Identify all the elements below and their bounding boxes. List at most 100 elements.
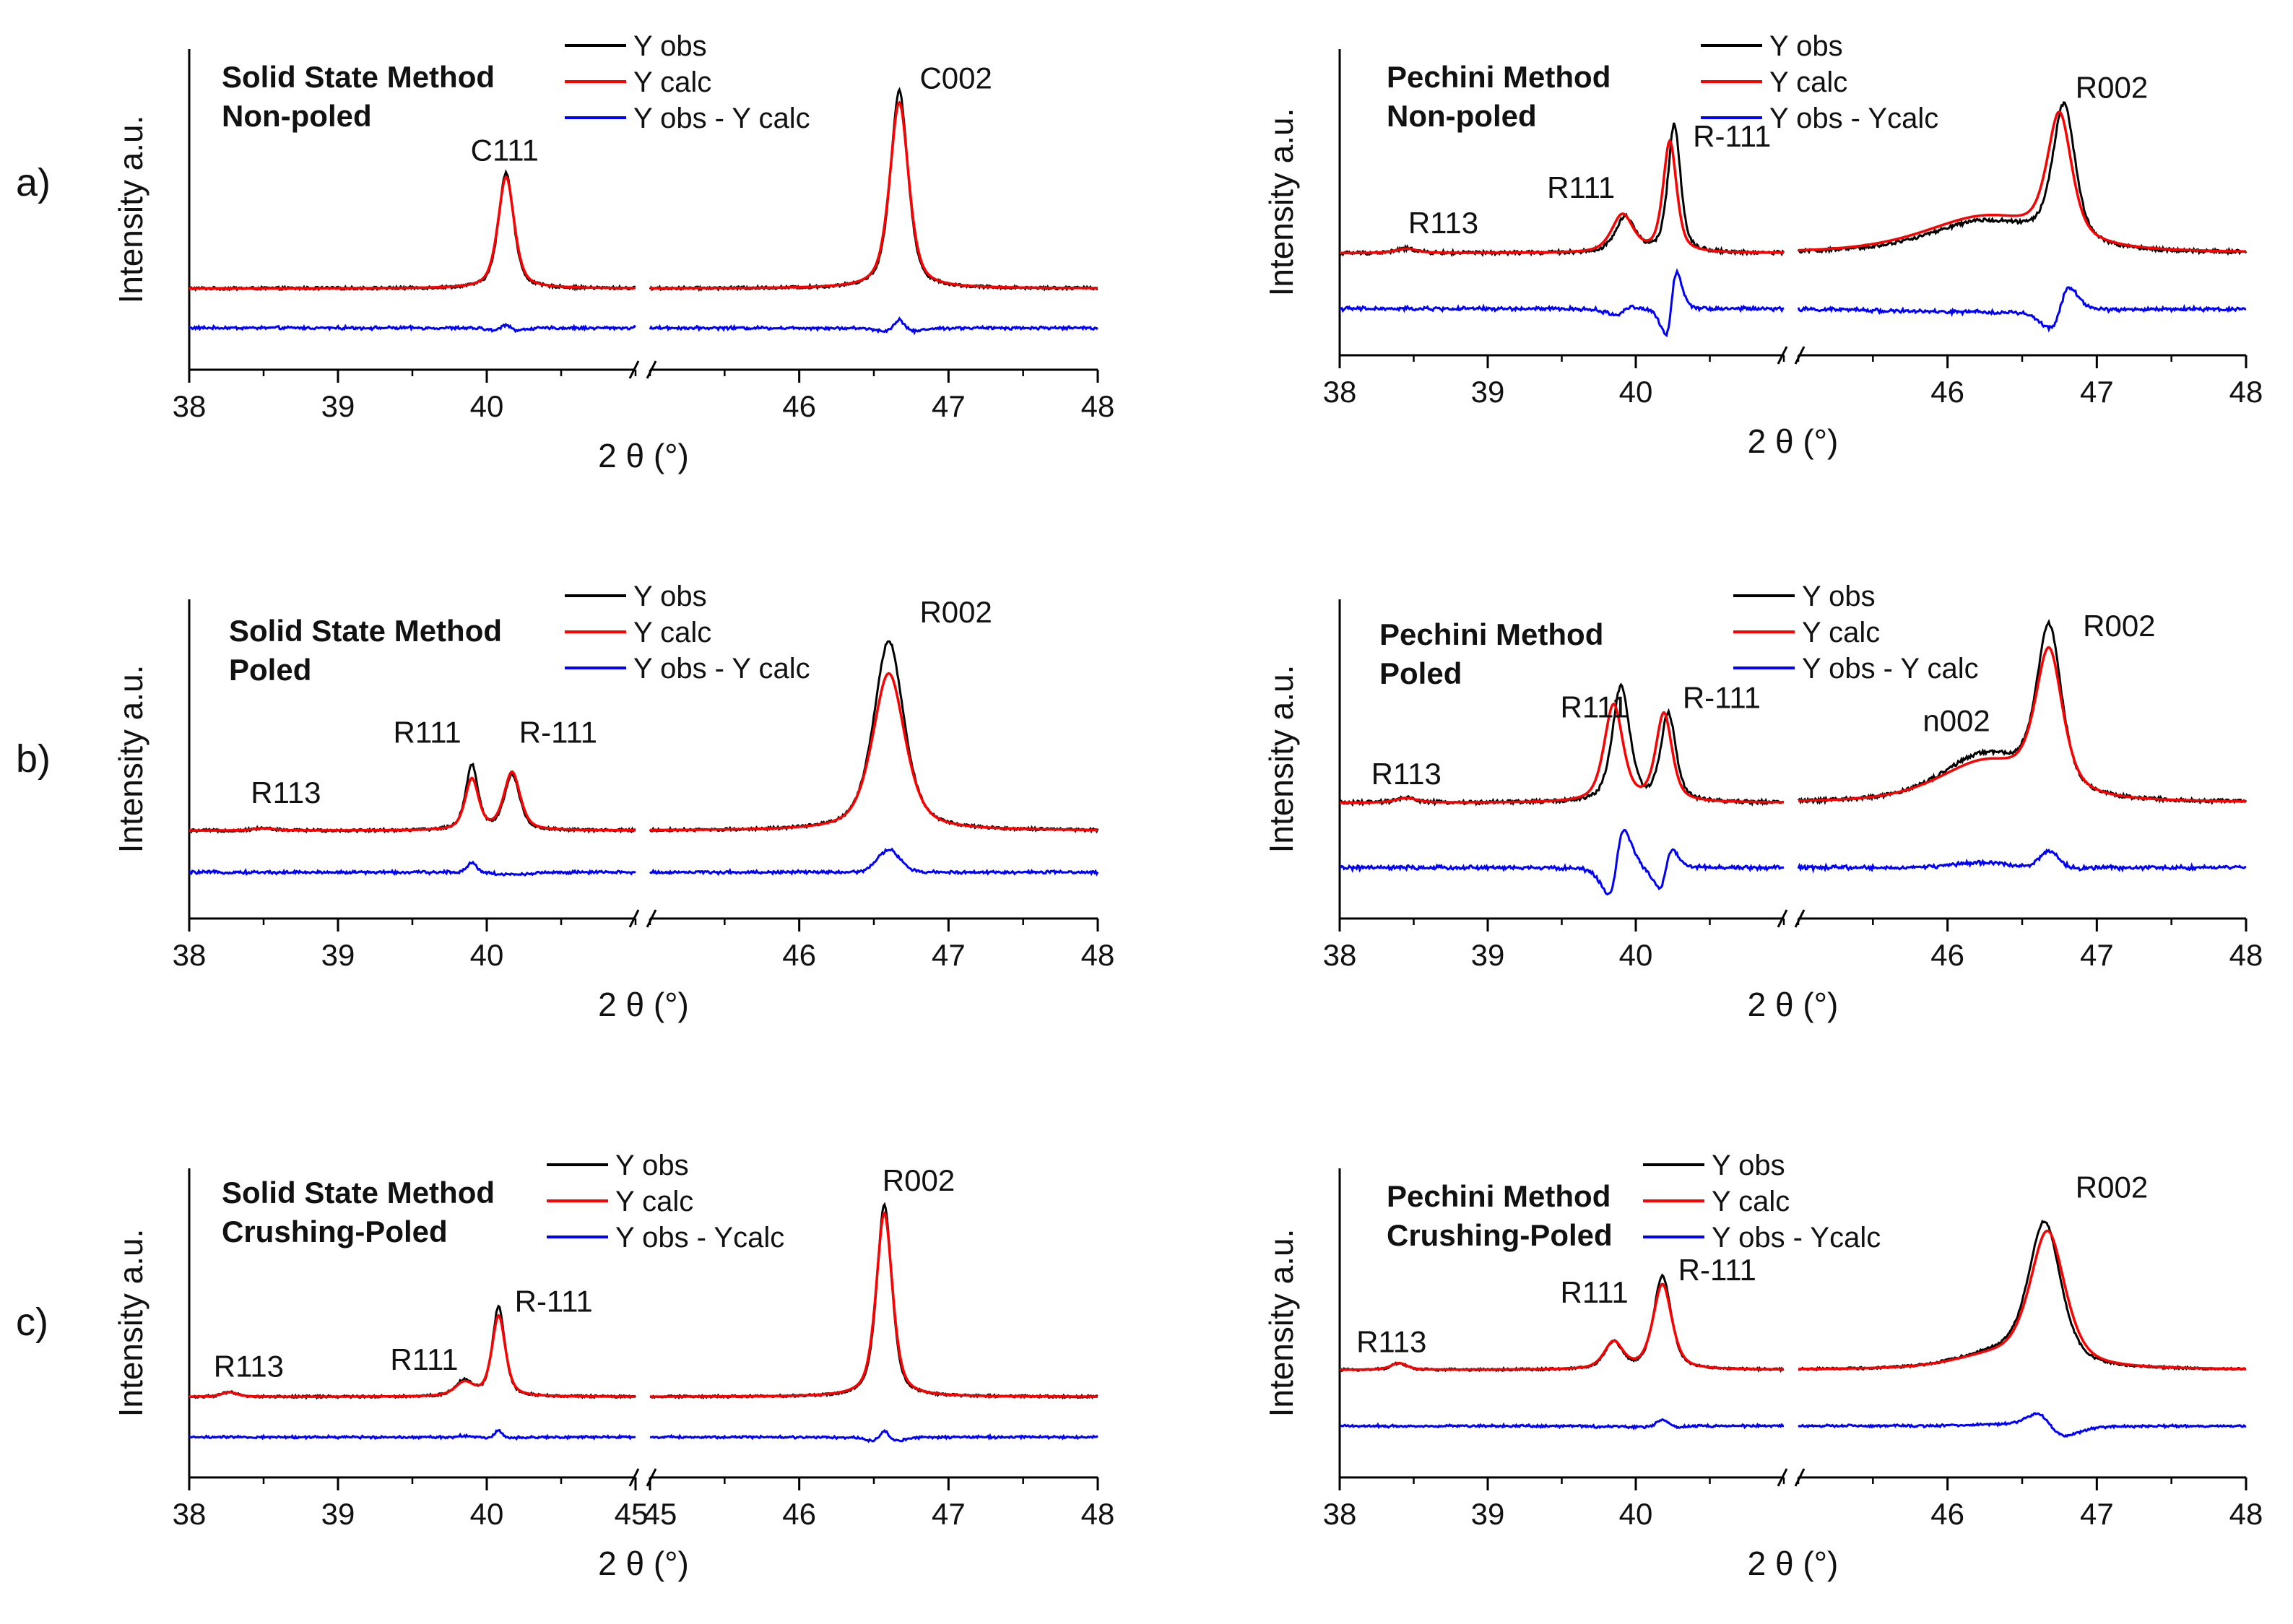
chart-panel-ss-nonpoled: 38 39 40 46 47 48 2 θ (°) Intensity a.u. Solid S… — [112, 30, 1114, 474]
chart-title-line: Crushing-Poled — [1387, 1218, 1613, 1252]
peak-annotation: R111 — [1561, 690, 1629, 724]
series-y-obs — [1797, 618, 2248, 806]
row-label-b: b) — [16, 737, 51, 781]
x-tick-label: 39 — [1471, 1497, 1505, 1531]
x-tick-label: 48 — [1081, 389, 1115, 423]
x-tick-label: 38 — [1323, 1497, 1357, 1531]
x-tick-label: 48 — [2229, 375, 2263, 409]
series-y-diff — [188, 860, 636, 877]
peak-annotation: R002 — [2076, 1170, 2148, 1204]
legend-label: Y obs - Y calc — [633, 103, 810, 134]
peak-annotation: R111 — [1547, 170, 1615, 204]
y-axis-title: Intensity a.u. — [1262, 1229, 1300, 1417]
peak-annotation: R111 — [394, 716, 461, 750]
x-tick-label: 45 — [615, 1497, 649, 1531]
x-axis-title: 2 θ (°) — [1748, 1545, 1839, 1582]
chart-title-line: Poled — [229, 653, 311, 687]
series-y-calc — [650, 672, 1098, 832]
peak-annotation: R113 — [214, 1349, 284, 1383]
series-y-calc — [1340, 1282, 1784, 1371]
peak-annotation: C002 — [919, 61, 992, 95]
chart-title-line: Non-poled — [1387, 99, 1537, 133]
x-tick-label: 38 — [173, 1497, 207, 1531]
axis-break-mark — [1794, 346, 1806, 365]
x-tick-label: 46 — [1930, 938, 1964, 972]
peak-annotation: R002 — [883, 1163, 955, 1197]
chart-panel-pe-crushing-poled: 38 39 40 46 47 48 2 θ (°) Intensity a.u. Pechini… — [1262, 1150, 2263, 1582]
chart-title-line: Pechini Method — [1379, 617, 1603, 651]
chart-title-line: Crushing-Poled — [222, 1215, 448, 1249]
chart-title-line: Solid State Method — [229, 614, 502, 648]
peak-annotation: R113 — [1356, 1324, 1426, 1358]
legend-label: Y calc — [1712, 1186, 1790, 1217]
axis-break-mark — [1777, 1468, 1788, 1487]
chart-title-line: Pechini Method — [1387, 60, 1611, 94]
peak-annotation: R113 — [1371, 757, 1442, 791]
peak-annotation: R111 — [390, 1342, 458, 1376]
x-tick-label: 45 — [643, 1497, 677, 1531]
x-tick-label: 38 — [173, 938, 207, 972]
chart-title-line: Non-poled — [222, 99, 372, 133]
legend-label: Y calc — [1802, 617, 1880, 648]
peak-annotation: R-111 — [1678, 1253, 1756, 1287]
chart-panel-pe-nonpoled: 38 39 40 46 47 48 2 θ (°) Intensity a.u. Pechini… — [1262, 30, 2263, 460]
peak-annotation: R-111 — [515, 1284, 593, 1318]
x-tick-label: 39 — [1471, 375, 1505, 409]
x-tick-label: 40 — [470, 938, 504, 972]
x-tick-label: 38 — [1323, 375, 1357, 409]
peak-annotation: R113 — [251, 776, 321, 809]
series-y-diff — [1797, 848, 2247, 874]
x-tick-label: 46 — [782, 389, 816, 423]
series-y-obs — [188, 169, 636, 292]
x-tick-label: 48 — [1081, 1497, 1115, 1531]
x-tick-label: 47 — [2080, 938, 2114, 972]
row-label-a: a) — [16, 161, 51, 204]
x-tick-label: 38 — [1323, 938, 1357, 972]
series-y-diff — [1339, 828, 1785, 896]
legend-label: Y obs - Ycalc — [1769, 103, 1938, 134]
y-axis-title: Intensity a.u. — [112, 665, 149, 854]
legend-label: Y obs - Ycalc — [1712, 1222, 1881, 1254]
x-tick-label: 40 — [470, 1497, 504, 1531]
series-y-diff — [1339, 268, 1785, 338]
x-tick-label: 46 — [1930, 1497, 1964, 1531]
x-tick-label: 46 — [782, 1497, 816, 1531]
y-axis-title: Intensity a.u. — [1262, 665, 1300, 854]
series-y-calc — [189, 770, 636, 832]
x-tick-label: 39 — [321, 1497, 355, 1531]
peak-annotation: R-111 — [1683, 681, 1761, 715]
series-y-diff — [188, 1428, 636, 1441]
x-tick-label: 48 — [2229, 1497, 2263, 1531]
x-tick-label: 40 — [1619, 375, 1653, 409]
series-y-calc — [189, 1313, 636, 1398]
y-axis-title: Intensity a.u. — [1262, 108, 1300, 297]
axis-break-mark — [628, 1468, 640, 1487]
axis-break-mark — [628, 909, 640, 928]
series-y-diff — [649, 847, 1099, 877]
legend-label: Y obs — [633, 581, 707, 612]
legend-label: Y calc — [1769, 66, 1847, 98]
peak-annotation: R-111 — [1693, 119, 1771, 153]
peak-annotation: R111 — [1561, 1275, 1629, 1309]
series-y-diff — [1798, 1412, 2247, 1438]
x-tick-label: 47 — [932, 1497, 966, 1531]
chart-title-line: Pechini Method — [1387, 1179, 1611, 1213]
legend-label: Y obs — [633, 30, 707, 62]
x-tick-label: 47 — [2080, 1497, 2114, 1531]
legend-label: Y obs — [615, 1150, 689, 1181]
axis-break-mark — [646, 1468, 657, 1487]
x-tick-label: 38 — [173, 389, 207, 423]
legend-label: Y calc — [615, 1186, 693, 1217]
peak-annotation: R-111 — [519, 716, 597, 750]
series-y-calc — [189, 175, 636, 290]
x-tick-label: 47 — [2080, 375, 2114, 409]
peak-annotation: C111 — [471, 133, 539, 167]
x-tick-label: 47 — [932, 938, 966, 972]
peak-annotation: R113 — [1408, 206, 1478, 240]
series-y-calc — [1340, 702, 1784, 804]
chart-title-line: Solid State Method — [222, 1176, 495, 1210]
x-axis-title: 2 θ (°) — [1748, 986, 1839, 1023]
chart-title-line: Poled — [1379, 656, 1462, 690]
legend-label: Y obs - Y calc — [1802, 653, 1979, 685]
x-tick-label: 40 — [1619, 1497, 1653, 1531]
